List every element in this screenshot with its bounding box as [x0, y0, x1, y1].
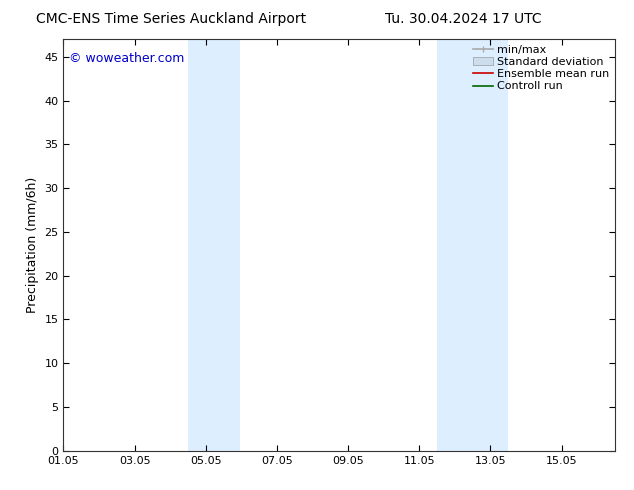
Text: Tu. 30.04.2024 17 UTC: Tu. 30.04.2024 17 UTC: [384, 12, 541, 26]
Bar: [437, 39, 508, 451]
Text: CMC-ENS Time Series Auckland Airport: CMC-ENS Time Series Auckland Airport: [36, 12, 306, 26]
Y-axis label: Precipitation (mm/6h): Precipitation (mm/6h): [26, 177, 39, 313]
Bar: [188, 39, 240, 451]
Legend: min/max, Standard deviation, Ensemble mean run, Controll run: min/max, Standard deviation, Ensemble me…: [470, 43, 612, 94]
Text: © woweather.com: © woweather.com: [69, 51, 184, 65]
